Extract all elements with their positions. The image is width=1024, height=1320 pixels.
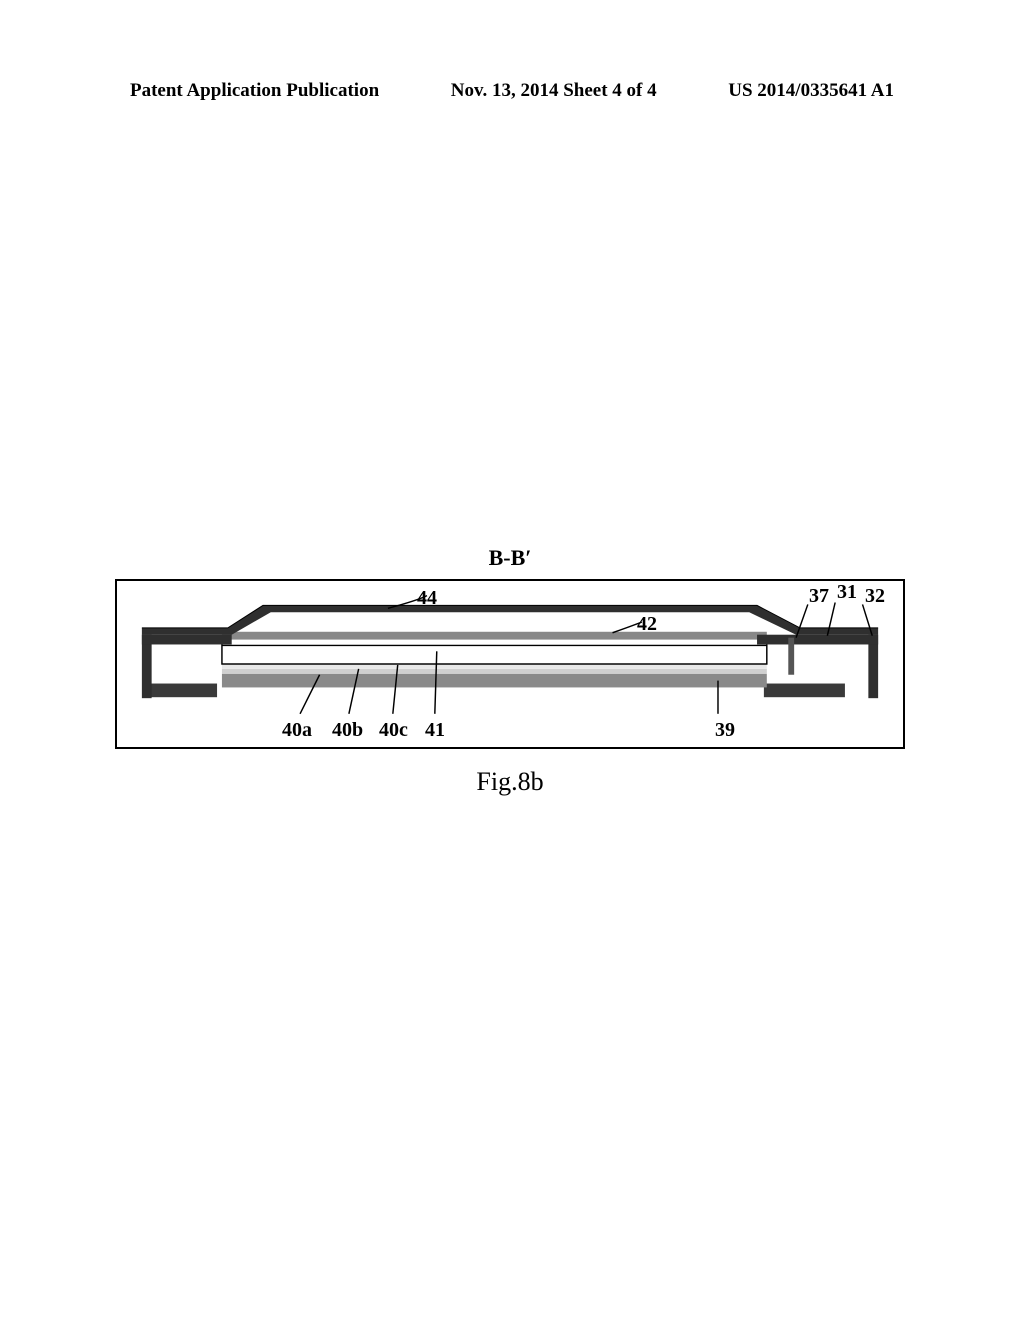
diagram-svg xyxy=(117,581,903,747)
figure-8b: B-B′ 44 42 37 31 32 40a 40b 40c 41 39 xyxy=(115,545,905,797)
page-header: Patent Application Publication Nov. 13, … xyxy=(0,80,1024,102)
section-line-label: B-B′ xyxy=(115,545,905,571)
header-center: Nov. 13, 2014 Sheet 4 of 4 xyxy=(451,80,657,102)
cross-section-diagram: 44 42 37 31 32 40a 40b 40c 41 39 xyxy=(115,579,905,749)
header-left: Patent Application Publication xyxy=(130,80,379,102)
header-right: US 2014/0335641 A1 xyxy=(728,80,894,102)
figure-caption: Fig.8b xyxy=(115,767,905,797)
